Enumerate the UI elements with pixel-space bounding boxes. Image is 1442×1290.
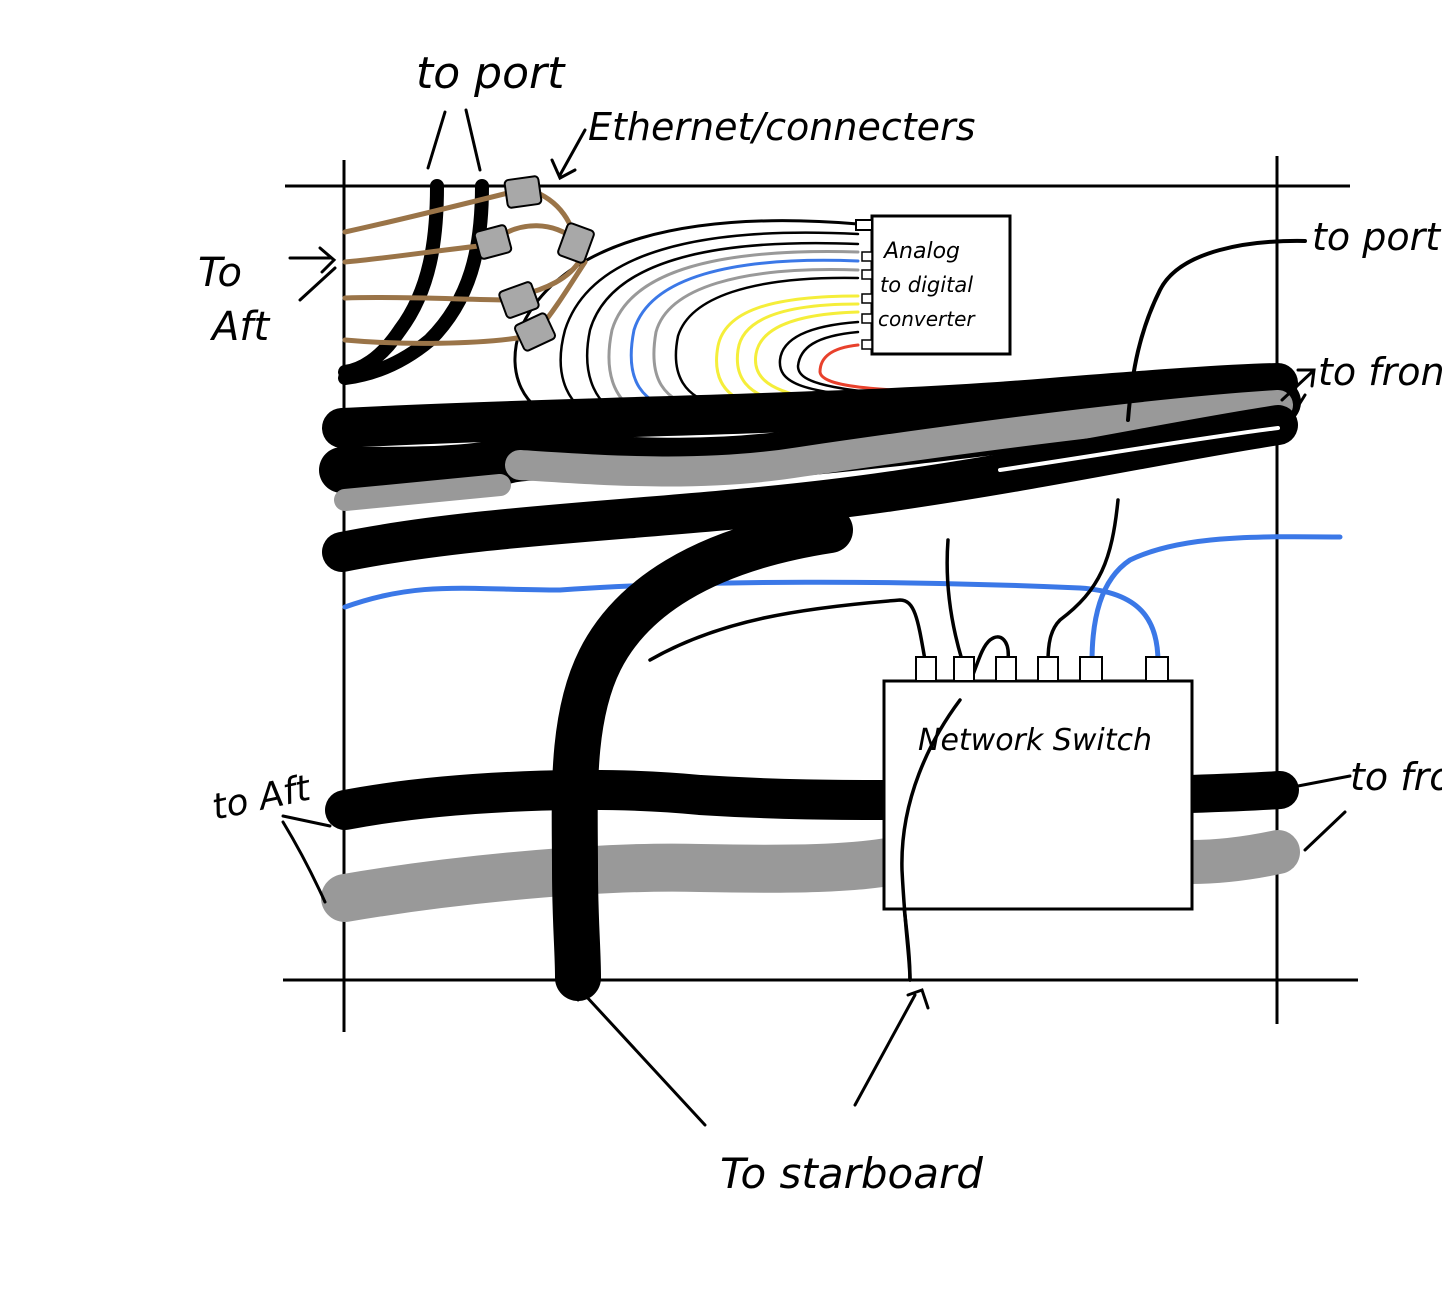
pointer-to-aft-bottom — [281, 820, 327, 904]
switch-port — [995, 656, 1017, 682]
pointer-to-front-bottom — [1303, 810, 1347, 852]
label-to-starboard: To starboard — [720, 1149, 983, 1198]
network-switch-label: Network Switch — [918, 723, 1152, 758]
adc-port — [861, 269, 873, 280]
starboard-cable-black — [551, 507, 853, 1001]
adc-wire — [652, 268, 860, 412]
bottom-cable-black — [325, 770, 908, 830]
adc-wire — [513, 219, 860, 422]
pointer-to-port — [464, 108, 482, 172]
label-to-port-right: to port — [1312, 215, 1442, 259]
trunk-cable-gray — [505, 390, 1293, 487]
adc-wire — [674, 276, 860, 408]
frame — [283, 156, 1358, 1032]
ethernet-connector — [557, 222, 595, 264]
adc-wire-bundle — [513, 219, 1037, 422]
adc-label-line-2: to digital — [880, 273, 973, 297]
switch-port — [915, 656, 937, 682]
adc-wire — [559, 231, 860, 420]
adc-wire-yellow — [715, 294, 860, 406]
ethernet-cables-aft — [342, 175, 595, 352]
trunk-cable-gray-left — [334, 474, 511, 511]
adc-label-line-1: Analog — [882, 239, 960, 264]
ethernet-connector — [503, 175, 543, 209]
trunk-cable-highlight — [998, 426, 1280, 472]
ethernet-cable-brown — [342, 187, 523, 235]
ethernet-cable-brown — [342, 242, 491, 265]
ethernet-connector — [473, 224, 513, 260]
pointer-to-front-top — [1280, 393, 1307, 434]
ethernet-cable-brown — [342, 294, 518, 303]
switch-cable-down — [900, 698, 962, 982]
adc-port — [861, 293, 873, 304]
blue-cable-long — [342, 579, 1161, 665]
blue-cable-front — [1089, 534, 1343, 665]
adc-box-outline — [870, 214, 1012, 356]
pointer-to-front-bottom — [1296, 774, 1352, 788]
adc-port — [861, 339, 873, 350]
bottom-cable-gray-right — [1168, 830, 1300, 884]
pointer-to-aft-bottom — [281, 814, 332, 828]
cable-to-port-right — [1126, 238, 1307, 422]
adc-box: Analog to digital converter — [855, 214, 1012, 356]
label-to-front-right: to front — [1318, 350, 1442, 394]
adc-port — [855, 219, 873, 231]
label-to-aft-top-line-1: To — [198, 250, 242, 296]
switch-cable — [1046, 498, 1120, 664]
adc-wire — [607, 250, 860, 416]
adc-wire-yellow — [753, 310, 860, 402]
network-switch-box — [882, 679, 1194, 911]
pointer-ethernet — [550, 128, 587, 181]
ethernet-connector — [513, 312, 557, 352]
pointer-to-starboard — [576, 983, 707, 1127]
label-to-aft-top-line-2: Aft — [209, 304, 270, 350]
network-switch: Network Switch — [882, 656, 1194, 982]
main-trunk-bundle — [319, 363, 1301, 572]
adc-port — [861, 313, 873, 324]
pointer-to-aft-top — [288, 246, 337, 274]
adc-port — [861, 251, 873, 262]
pointer-to-port — [426, 110, 447, 170]
adc-label-line-3: converter — [878, 307, 976, 331]
switch-port — [953, 656, 975, 682]
label-to-front-bottom: to front — [1350, 755, 1442, 799]
switch-cable — [648, 598, 927, 662]
adc-wire — [585, 241, 860, 418]
pointer-to-front-top — [1280, 368, 1316, 402]
label-ethernet-connectors: Ethernet/connecters — [588, 105, 975, 149]
switch-port — [1037, 656, 1059, 682]
bottom-bundle — [321, 770, 1300, 922]
pointer-to-aft-top — [298, 266, 337, 302]
label-to-port-top: to port — [416, 48, 566, 99]
bottom-cable-black-right — [1171, 771, 1299, 813]
switch-cable — [945, 538, 964, 662]
ethernet-connector — [498, 281, 540, 319]
adc-wire-yellow — [735, 302, 860, 404]
port-cable-black — [338, 179, 444, 379]
switch-port — [1145, 656, 1169, 682]
bottom-cable-gray — [321, 838, 912, 922]
labels: to port Ethernet/connecters To Aft to po… — [198, 48, 1442, 1198]
ethernet-cable-brown — [342, 333, 533, 346]
adc-wire-blue — [629, 258, 860, 416]
pointer-to-starboard — [853, 988, 930, 1107]
switch-port — [1079, 656, 1103, 682]
annotation-pointers — [281, 108, 1352, 1127]
